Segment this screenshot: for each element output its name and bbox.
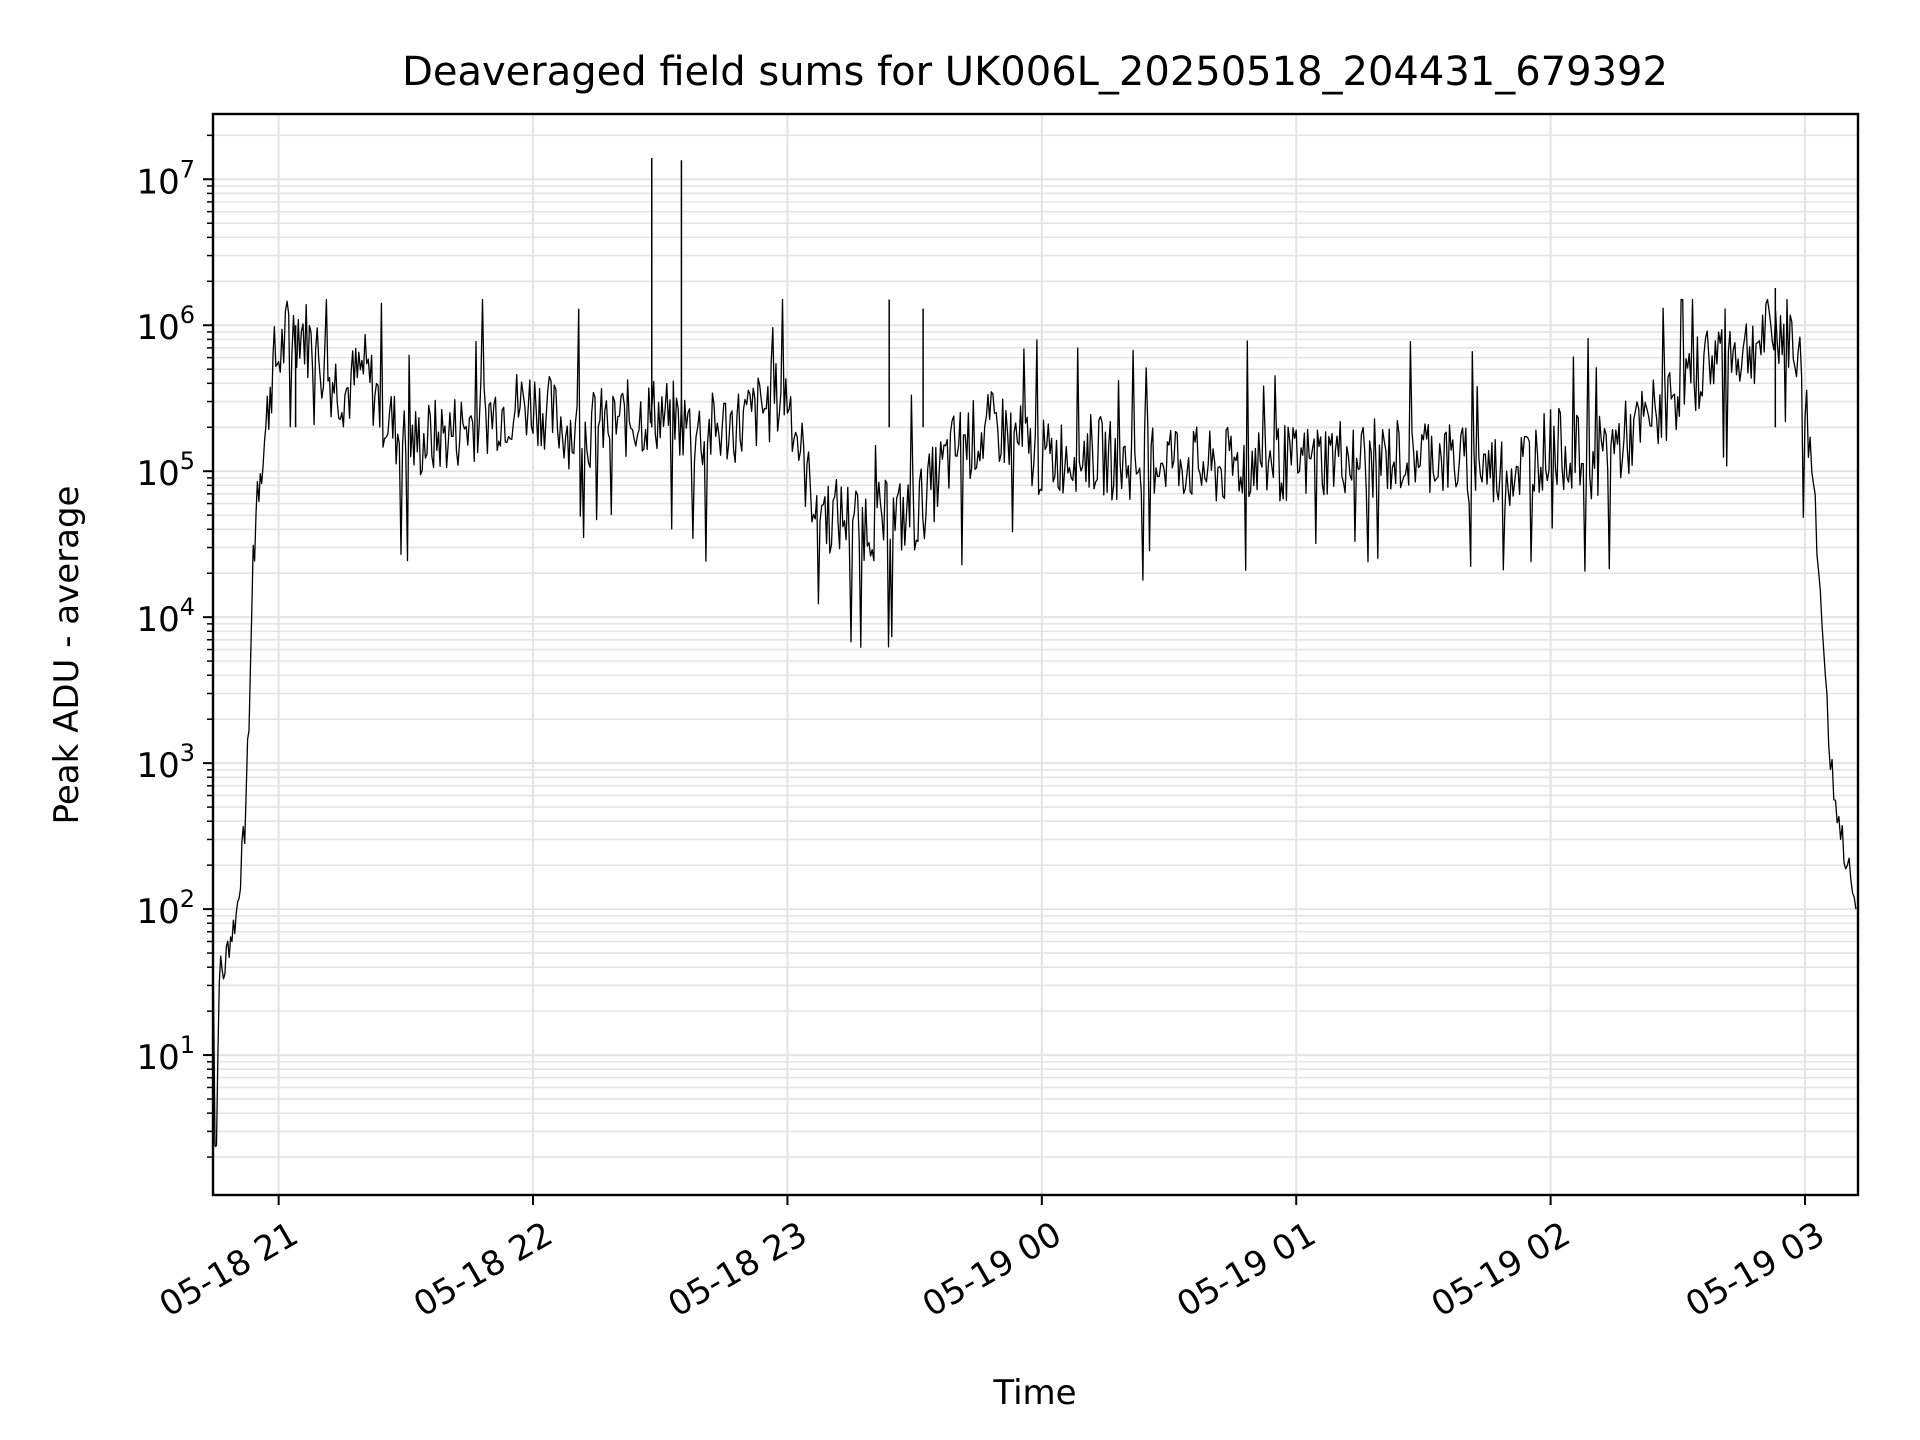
y-tick-label: 107 <box>136 155 195 202</box>
series-line <box>212 298 1857 1148</box>
y-tick-label: 102 <box>136 885 195 932</box>
series-layer <box>212 157 1857 1148</box>
plot-frame <box>211 112 1860 1197</box>
y-tick-label: 104 <box>136 593 195 640</box>
x-axis-title: Time <box>992 1373 1076 1413</box>
y-tick-label: 106 <box>136 301 195 348</box>
y-tick-label: 105 <box>136 447 195 494</box>
y-axis-title: Peak ADU - average <box>47 486 87 825</box>
y-tick-label: 101 <box>136 1031 195 1078</box>
chart-title: Deaveraged field sums for UK006L_2025051… <box>402 49 1668 95</box>
y-tick-label: 103 <box>136 739 195 786</box>
